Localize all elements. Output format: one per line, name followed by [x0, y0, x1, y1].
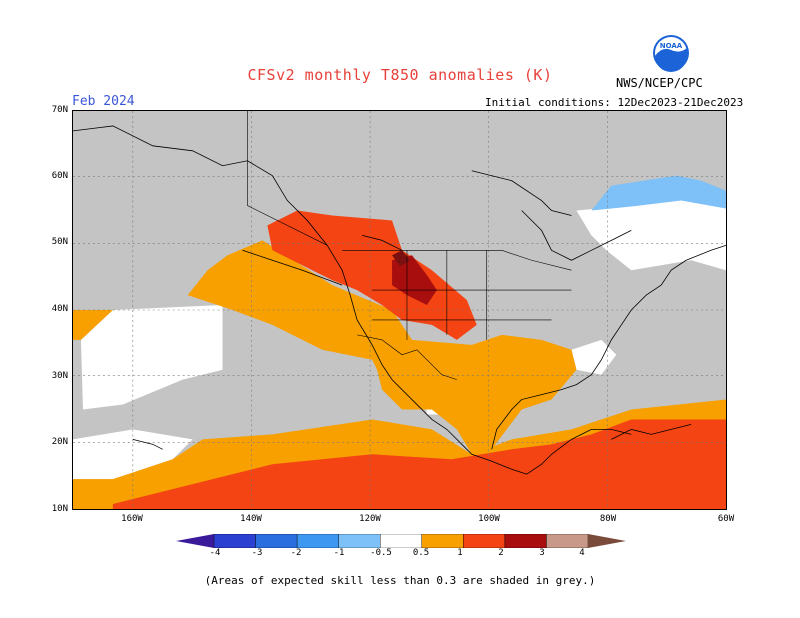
lat-label-50n: 50N [51, 237, 68, 247]
colorbar-segment [463, 534, 506, 548]
colorbar-segment [255, 534, 298, 548]
lon-label-100w: 100W [478, 514, 500, 524]
lon-label-120w: 120W [359, 514, 381, 524]
near-normal-region-pacific [80, 305, 223, 410]
colorbar-label: -3 [251, 548, 263, 558]
cold-anomaly-region-labrador [591, 175, 726, 211]
forecast-month: Feb 2024 [72, 94, 135, 109]
lat-label-40n: 40N [51, 304, 68, 314]
lon-label-60w: 60W [717, 514, 735, 524]
colorbar-label: -4 [209, 548, 221, 558]
warm-anomaly-region-northwest [267, 210, 477, 340]
map-title: CFSv2 monthly T850 anomalies (K) [247, 66, 553, 84]
lat-label-20n: 20N [51, 437, 68, 447]
warm-anomaly-region-west [187, 240, 577, 455]
agency-label: NWS/NCEP/CPC [616, 76, 703, 90]
colorbar [176, 534, 626, 548]
colorbar-segment [421, 534, 464, 548]
colorbar-label: 2 [498, 548, 504, 558]
graticule [73, 111, 726, 509]
lat-label-70n: 70N [51, 105, 68, 115]
lat-label-30n: 30N [51, 371, 68, 381]
colorbar-label: 4 [579, 548, 585, 558]
colorbar-segment [546, 534, 589, 548]
lon-label-80w: 80W [599, 514, 617, 524]
colorbar-segments [213, 534, 589, 548]
noaa-logo-icon: NOAA [653, 35, 689, 72]
colorbar-label: -1 [333, 548, 345, 558]
colorbar-label: -0.5 [370, 548, 392, 558]
colorbar-label: 1 [457, 548, 463, 558]
political-borders [247, 111, 572, 380]
colorbar-cap-right [588, 534, 626, 548]
near-normal-region-northeast [576, 195, 726, 271]
colorbar-label: -2 [290, 548, 302, 558]
warm-anomaly-region-tropics [112, 419, 726, 509]
svg-text:NOAA: NOAA [660, 42, 683, 50]
colorbar-label: 0.5 [412, 548, 430, 558]
lon-label-140w: 140W [240, 514, 262, 524]
lat-label-60n: 60N [51, 171, 68, 181]
near-normal-region-southeast [571, 339, 617, 375]
colorbar-segment [504, 534, 547, 548]
lon-label-160w: 160W [121, 514, 143, 524]
colorbar-segment [296, 534, 339, 548]
initial-conditions: Initial conditions: 12Dec2023-21Dec2023 [485, 96, 744, 109]
colorbar-segment [380, 534, 422, 548]
anomaly-map [72, 110, 727, 510]
colorbar-label: 3 [539, 548, 545, 558]
colorbar-cap-left [176, 534, 214, 548]
colorbar-segment [213, 534, 256, 548]
warm-anomaly-region-far-west [73, 310, 113, 340]
lat-label-10n: 10N [51, 504, 68, 514]
colorbar-segment [338, 534, 381, 548]
very-strong-warm-spot [392, 250, 410, 267]
coastlines [73, 125, 726, 475]
skill-note: (Areas of expected skill less than 0.3 a… [204, 574, 596, 587]
